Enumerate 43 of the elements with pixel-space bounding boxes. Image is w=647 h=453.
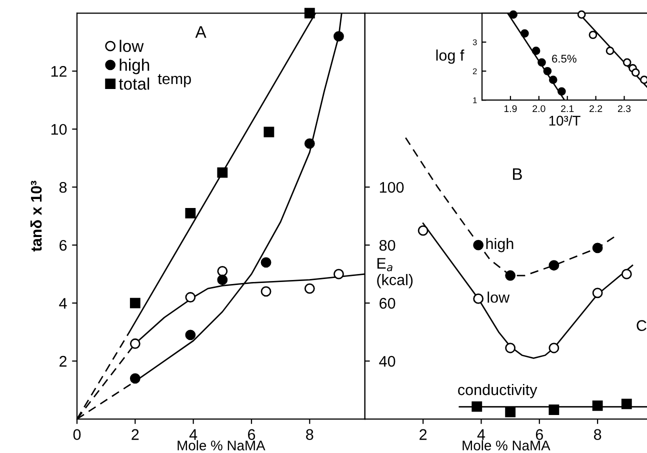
- y-tick-label: 40: [379, 356, 396, 367]
- series-label: low: [488, 292, 510, 303]
- text: B: [513, 168, 522, 180]
- y-tick-label: 3: [472, 39, 477, 46]
- x-tick-label: 2.1: [561, 105, 574, 112]
- x-tick-label: 2: [420, 429, 427, 440]
- series-label: 6.5%: [552, 54, 576, 63]
- x-axis-title: 10³/T: [549, 115, 580, 126]
- x-tick-label: 8: [594, 429, 602, 440]
- x-tick-label: 2.2: [590, 105, 602, 112]
- series-label: high: [486, 238, 514, 252]
- y-tick-label: 6: [60, 240, 67, 251]
- y-tick-label: 12: [51, 66, 67, 77]
- y-tick-label: 100: [380, 182, 404, 193]
- x-tick-label: 1.9: [504, 105, 517, 112]
- x-tick-label: 8: [306, 429, 314, 440]
- annotation: temp: [158, 74, 191, 88]
- x-axis-title: Mole % NaMA: [462, 440, 550, 450]
- legend-label: high: [120, 58, 150, 74]
- y-tick-label: 80: [379, 240, 396, 251]
- x-tick-label: 6: [248, 429, 256, 440]
- y-axis-title: log f: [436, 50, 464, 64]
- y-tick-label: 2: [60, 356, 67, 367]
- x-tick-label: 6: [536, 429, 543, 440]
- x-tick-label: 0: [73, 429, 81, 440]
- y-axis-title: E$_{a}$ (kcal): [377, 258, 413, 288]
- y-tick-label: 60: [380, 298, 396, 309]
- y-tick-label: 2: [472, 68, 477, 74]
- series-label: conductivity: [458, 384, 538, 398]
- y-tick-label: 4: [59, 298, 67, 309]
- annotation: C: [636, 320, 646, 331]
- y-tick-label: 8: [59, 182, 67, 193]
- legend-label: low: [120, 40, 144, 52]
- y-tick-label: 1: [473, 97, 477, 104]
- x-tick-label: 4: [189, 429, 198, 440]
- text: A: [195, 26, 206, 38]
- legend-label: total: [118, 78, 150, 90]
- y-tick-label: 10: [51, 124, 67, 135]
- x-axis-title: Mole % NaMA: [178, 440, 266, 450]
- x-tick-label: 2.0: [532, 105, 546, 112]
- x-tick-label: 2.3: [618, 105, 631, 112]
- x-tick-label: 2: [132, 429, 139, 440]
- y-axis-title: tanδ x 10³: [30, 180, 42, 252]
